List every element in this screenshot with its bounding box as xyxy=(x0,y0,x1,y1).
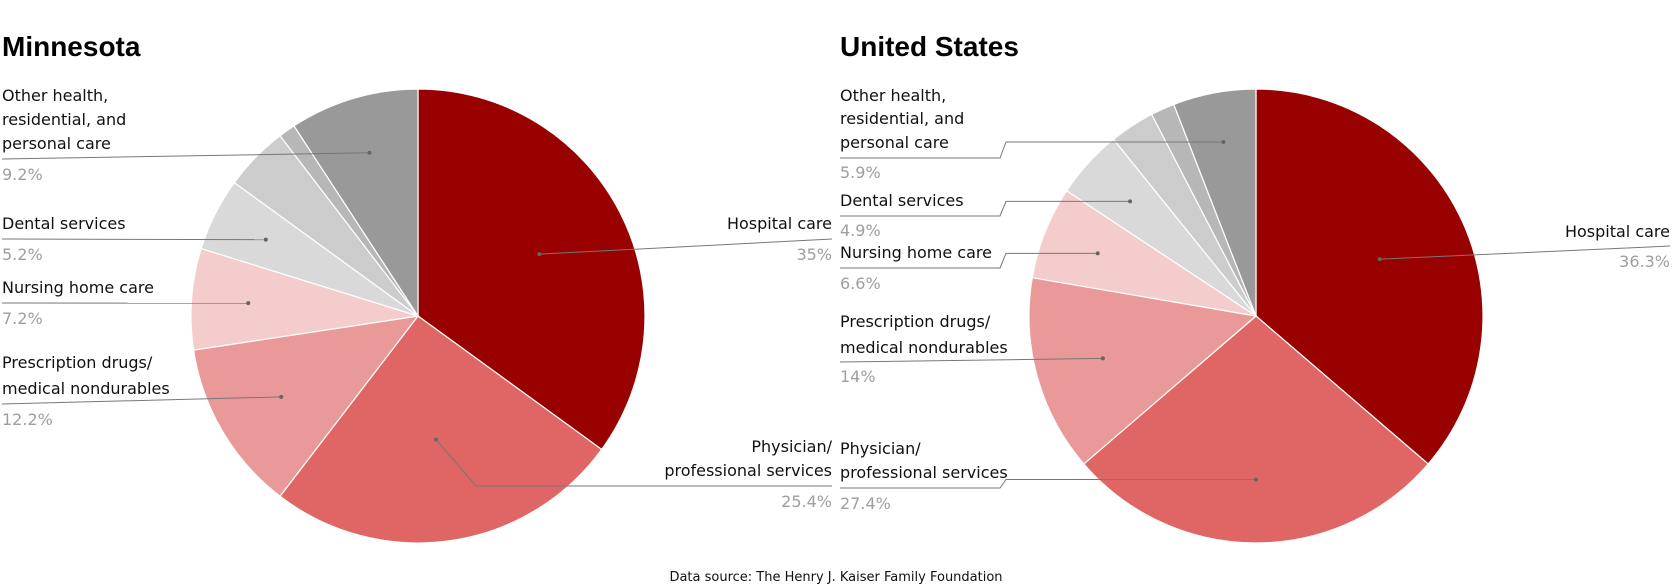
leader-line-other-health-residential-and-personal-care-1 xyxy=(840,141,1224,159)
leader-line-prescription-drugs-medical-nondurables-1 xyxy=(839,357,1103,363)
leader-line-other-health-residential-and-personal-care-0 xyxy=(1,152,370,160)
slice-label-physician-professional-services-0-line1: professional services xyxy=(664,461,832,480)
leader-dot-prescription-drugs-medical-nondurables-0 xyxy=(279,394,284,399)
slice-value-label-dental-services-1: 4.9% xyxy=(840,221,881,240)
chart-title-united-states: United States xyxy=(840,31,1019,62)
slice-label-nursing-home-care-1-line0: Nursing home care xyxy=(840,243,992,262)
slice-label-prescription-drugs-medical-nondurables-0-line0: Prescription drugs/ xyxy=(2,353,153,372)
leader-line-hospital-care-0 xyxy=(539,238,833,255)
leader-line-dental-services-1 xyxy=(840,200,1131,217)
chart-title-minnesota: Minnesota xyxy=(2,31,141,62)
slice-label-other-health-residential-and-personal-care-1-line0: Other health, xyxy=(840,86,946,105)
pie-slice-prescription-drugs-medical-nondurables xyxy=(192,315,420,498)
slice-label-hospital-care-1-line0: Hospital care xyxy=(1565,222,1670,241)
slice-label-nursing-home-care-0-line0: Nursing home care xyxy=(2,278,154,297)
slice-label-prescription-drugs-medical-nondurables-1-line1: medical nondurables xyxy=(840,338,1008,357)
pie-slice-hospital-care xyxy=(417,88,646,451)
pie-slice-nursing-home-care xyxy=(190,247,419,351)
slice-label-dental-services-0-line0: Dental services xyxy=(2,214,126,233)
source-note: Data source: The Henry J. Kaiser Family … xyxy=(669,570,1002,585)
pie-minnesota xyxy=(190,88,646,544)
slice-label-physician-professional-services-0-line0: Physician/ xyxy=(751,437,832,456)
leader-dot-nursing-home-care-1 xyxy=(1095,251,1100,256)
leader-dot-physician-professional-services-1 xyxy=(1254,477,1258,482)
leader-line-dental-services-0 xyxy=(1,238,266,241)
leader-dot-prescription-drugs-medical-nondurables-1 xyxy=(1100,356,1105,361)
pie-slice-other-health-residential-and-personal-care xyxy=(1172,88,1257,317)
slice-value-label-prescription-drugs-medical-nondurables-1: 14% xyxy=(840,367,876,386)
leader-line-hospital-care-1 xyxy=(1379,245,1671,260)
slice-value-label-physician-professional-services-1: 27.4% xyxy=(840,494,891,513)
slice-labels: Hospital care 35% Physician/professional s… xyxy=(1,86,1671,513)
slice-value-label-other-health-residential-and-personal-care-1: 5.9% xyxy=(840,163,881,182)
slice-value-label-other-health-residential-and-personal-care-0: 9.2% xyxy=(2,165,43,184)
slice-label-hospital-care-0-line0: Hospital care xyxy=(727,214,832,233)
leader-dot-nursing-home-care-0 xyxy=(246,301,251,306)
leader-dot-hospital-care-0 xyxy=(537,252,542,257)
slice-value-label-dental-services-0: 5.2% xyxy=(2,245,43,264)
pie-united-states xyxy=(1028,88,1484,544)
leader-dot-hospital-care-1 xyxy=(1377,257,1382,262)
leader-dot-dental-services-0 xyxy=(263,237,268,242)
leader-dot-other-health-residential-and-personal-care-1 xyxy=(1221,139,1226,144)
leader-dot-dental-services-1 xyxy=(1128,199,1133,204)
pie-slice-other-health-residential-and-personal-care xyxy=(293,88,419,319)
slice-label-other-health-residential-and-personal-care-1-line1: residential, and xyxy=(840,109,964,128)
slice-value-label-physician-professional-services-0: 25.4% xyxy=(781,492,832,511)
pie-slice-hospital-care xyxy=(1255,88,1484,465)
leader-line-nursing-home-care-1 xyxy=(840,252,1098,269)
pie-slice-prescription-drugs-medical-nondurables xyxy=(1028,276,1258,465)
slice-value-label-nursing-home-care-1: 6.6% xyxy=(840,274,881,293)
slice-value-label-prescription-drugs-medical-nondurables-0: 12.2% xyxy=(2,410,53,429)
leader-line-physician-professional-services-1 xyxy=(840,478,1256,489)
slice-label-other-health-residential-and-personal-care-1-line2: personal care xyxy=(840,133,949,152)
pie-slice-physician-professional-services xyxy=(1083,315,1429,544)
slice-label-physician-professional-services-1-line1: professional services xyxy=(840,463,1008,482)
slice-value-label-nursing-home-care-0: 7.2% xyxy=(2,309,43,328)
slice-label-other-health-residential-and-personal-care-0-line1: residential, and xyxy=(2,110,126,129)
slice-label-other-health-residential-and-personal-care-0-line0: Other health, xyxy=(2,86,108,105)
slice-label-other-health-residential-and-personal-care-0-line2: personal care xyxy=(2,134,111,153)
slice-label-prescription-drugs-medical-nondurables-0-line1: medical nondurables xyxy=(2,379,170,398)
leader-dot-other-health-residential-and-personal-care-0 xyxy=(367,150,372,155)
slice-label-physician-professional-services-1-line0: Physician/ xyxy=(840,439,921,458)
slice-label-prescription-drugs-medical-nondurables-1-line0: Prescription drugs/ xyxy=(840,312,991,331)
leader-dot-physician-professional-services-0 xyxy=(433,437,438,442)
leader-line-prescription-drugs-medical-nondurables-0 xyxy=(1,396,282,405)
slice-value-label-hospital-care-1: 36.3% xyxy=(1619,252,1670,271)
slice-value-label-hospital-care-0: 35% xyxy=(796,245,832,264)
slice-label-dental-services-1-line0: Dental services xyxy=(840,191,964,210)
leader-line-physician-professional-services-0 xyxy=(435,439,832,487)
